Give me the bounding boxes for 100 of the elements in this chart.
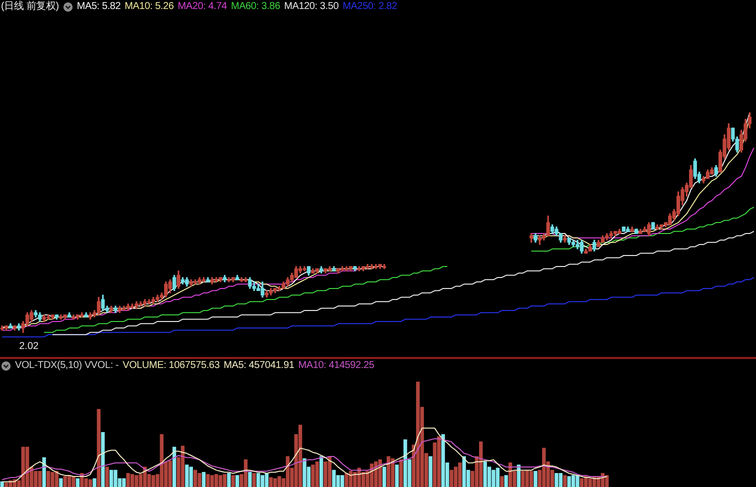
- bar: [437, 436, 441, 487]
- bar: [185, 464, 189, 487]
- bar: [416, 382, 420, 487]
- bar: [231, 475, 235, 487]
- bar: [122, 478, 126, 487]
- bar: [302, 458, 306, 487]
- bar: [96, 408, 101, 487]
- bar: [441, 434, 445, 487]
- bar: [576, 475, 580, 487]
- bar: [554, 473, 558, 487]
- bar: [105, 466, 109, 487]
- bar: [88, 479, 92, 487]
- bar: [252, 473, 256, 487]
- text: VOLUME: 1067575.63: [122, 360, 220, 372]
- text: MA5: 5.82: [76, 1, 121, 13]
- bar: [189, 466, 193, 487]
- bar: [571, 475, 576, 487]
- bar: [529, 470, 534, 487]
- bar: [168, 460, 172, 487]
- text: MA250: 2.82: [342, 1, 398, 13]
- bar: [319, 456, 324, 487]
- bar: [126, 473, 130, 487]
- bar: [172, 446, 176, 487]
- bar: [450, 470, 454, 487]
- bar: [269, 477, 273, 487]
- bar: [496, 468, 500, 487]
- bar: [428, 456, 432, 487]
- bar: [227, 473, 231, 487]
- bar: [386, 456, 390, 487]
- bar: [458, 462, 462, 487]
- bar: [492, 470, 496, 487]
- bar: [222, 474, 227, 487]
- bar: [525, 470, 529, 487]
- bar: [63, 476, 67, 487]
- bar: [214, 474, 218, 487]
- bar: [248, 472, 252, 487]
- bar: [202, 472, 206, 487]
- chart-title: (日线 前复权): [1, 1, 59, 13]
- bar: [542, 448, 546, 487]
- bar: [588, 478, 592, 487]
- chart-title: VOL-TDX(5,10) VVOL: -: [15, 360, 119, 372]
- bar: [332, 470, 336, 487]
- bar: [563, 475, 567, 487]
- text: MA20: 4.74: [178, 1, 227, 13]
- bar: [395, 464, 399, 487]
- bar: [193, 470, 198, 487]
- bar: [483, 461, 487, 487]
- bar: [92, 478, 96, 487]
- bar: [180, 446, 185, 487]
- bar: [101, 432, 105, 487]
- bar: [534, 470, 538, 487]
- bar: [382, 466, 386, 487]
- bar: [218, 475, 222, 487]
- bar: [344, 473, 348, 487]
- bar: [462, 456, 466, 487]
- bar: [114, 470, 118, 487]
- bar: [558, 473, 563, 487]
- bar: [130, 474, 134, 487]
- bar: [260, 475, 264, 487]
- bar: [277, 476, 282, 487]
- bar: [160, 434, 164, 487]
- bar: [521, 470, 525, 487]
- bar: [479, 442, 483, 487]
- bar: [50, 472, 54, 487]
- bar: [315, 461, 319, 487]
- bar: [504, 475, 508, 487]
- bar: [500, 476, 504, 487]
- bar: [109, 470, 114, 487]
- bar: [46, 470, 50, 487]
- bar: [340, 475, 344, 487]
- bar: [34, 470, 38, 487]
- bar: [198, 473, 202, 487]
- bar: [76, 478, 80, 487]
- bar: [264, 473, 269, 487]
- bar: [59, 478, 63, 487]
- bar: [256, 473, 260, 487]
- text: MA60: 3.86: [230, 1, 280, 13]
- annotation: 2.02: [19, 341, 39, 352]
- bar: [235, 475, 240, 487]
- bar: [4, 482, 8, 487]
- text: MA10: 414592.25: [298, 360, 374, 372]
- bar: [311, 464, 315, 487]
- bar: [72, 476, 76, 487]
- bar: [206, 474, 210, 487]
- bar: [38, 470, 42, 487]
- bar: [567, 476, 571, 487]
- bar: [454, 466, 458, 487]
- text: MA10: 5.26: [124, 1, 174, 13]
- bar: [21, 446, 25, 487]
- bar: [151, 475, 156, 487]
- bar: [210, 475, 214, 487]
- text: MA120: 3.50: [284, 1, 339, 13]
- bar: [273, 478, 277, 487]
- bar: [399, 459, 403, 487]
- bar: [134, 475, 138, 487]
- bar: [605, 475, 609, 487]
- bar: [403, 439, 408, 487]
- bar: [580, 478, 584, 487]
- bar: [298, 424, 302, 487]
- text: MA5: 457041.91: [224, 360, 294, 372]
